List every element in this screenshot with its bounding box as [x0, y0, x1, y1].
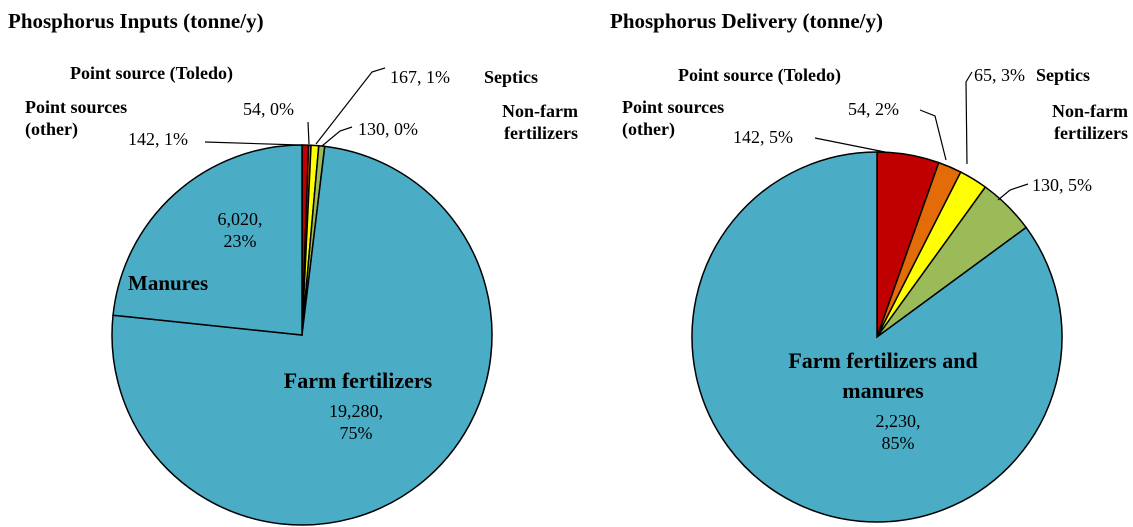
slice-label: Non-farm fertilizers — [1052, 101, 1128, 143]
value-label: 130, 5% — [1032, 175, 1092, 195]
slice-label: Septics — [1036, 65, 1090, 85]
leader-lines — [204, 67, 1029, 201]
leader — [814, 137, 886, 153]
value-label: 54, 2% — [848, 99, 899, 119]
value-label: 142, 1% — [128, 129, 188, 149]
value-label: 6,020, 23% — [217, 209, 263, 251]
leader — [307, 121, 310, 145]
slice-label: Septics — [484, 67, 538, 87]
leader — [965, 71, 973, 165]
value-label: 19,280, 75% — [329, 401, 383, 443]
leader — [204, 141, 301, 146]
value-label: 54, 0% — [243, 99, 294, 119]
value-label: 2,230, 85% — [875, 411, 921, 453]
slice-label: Farm fertilizers and manures — [788, 348, 978, 403]
slice-label: Farm fertilizers — [283, 368, 433, 393]
slice-label: Non-farm fertilizers — [502, 101, 578, 143]
slice-label: Point source (Toledo) — [678, 65, 842, 85]
leader — [919, 109, 947, 161]
slice-label: Point sources (other) — [622, 97, 725, 139]
leader — [315, 67, 386, 145]
slice-label: Manures — [128, 271, 209, 295]
slice-label: Point source (Toledo) — [70, 63, 234, 83]
value-label: 65, 3% — [974, 65, 1025, 85]
leader — [321, 126, 353, 147]
leader — [997, 183, 1029, 201]
chart-title: Phosphorus Delivery (tonne/y) — [610, 9, 883, 33]
value-label: 167, 1% — [390, 67, 450, 87]
value-label: 142, 5% — [733, 127, 793, 147]
slice-label: Point sources (other) — [25, 97, 128, 139]
pie-slice — [691, 151, 1063, 523]
chart-title: Phosphorus Inputs (tonne/y) — [8, 9, 264, 33]
pie-slice — [112, 144, 303, 336]
value-label: 130, 0% — [358, 119, 418, 139]
